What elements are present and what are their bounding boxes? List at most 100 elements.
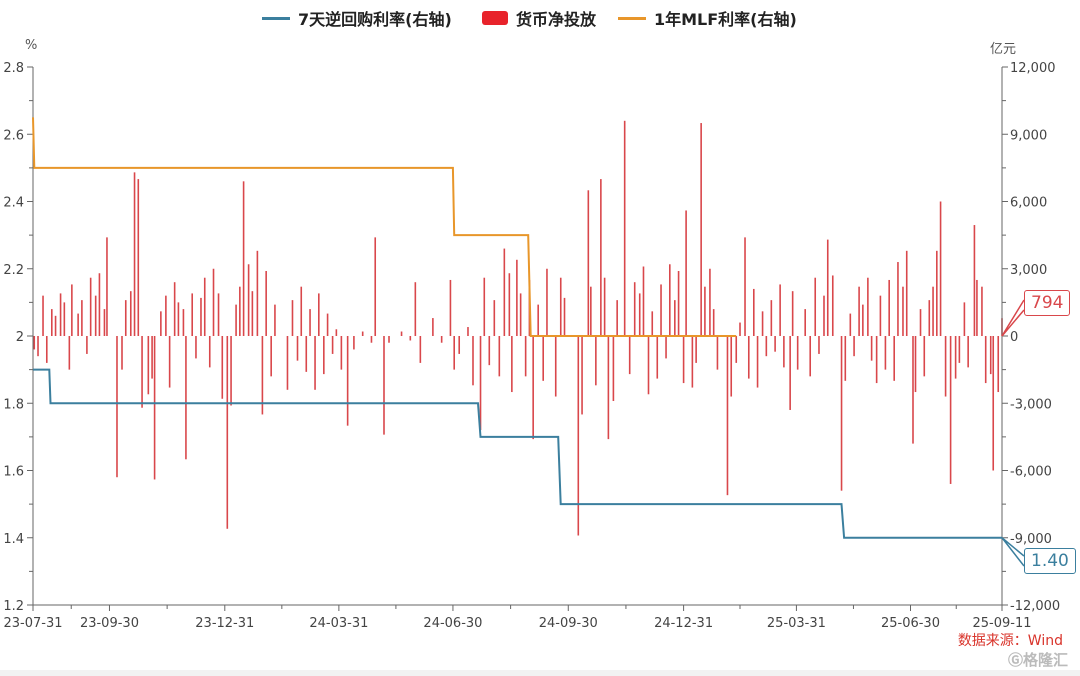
net-injection-bar	[587, 190, 590, 336]
net-injection-bar	[870, 336, 873, 361]
left-axis-unit: %	[25, 38, 38, 53]
x-axis-tick-label: 24-03-31	[309, 616, 368, 631]
net-injection-bar	[217, 293, 220, 336]
net-injection-bar	[726, 336, 729, 496]
net-injection-bar	[86, 336, 88, 354]
net-injection-bar	[818, 336, 820, 354]
net-injection-bar	[628, 336, 631, 375]
net-injection-bar	[203, 277, 206, 336]
net-injection-bar	[479, 336, 482, 431]
legend-item-mlf[interactable]: 1年MLF利率(右轴)	[618, 4, 797, 32]
legend-label-repo: 7天逆回购利率(右轴)	[298, 10, 452, 29]
right-axis-tick-label: -6,000	[1010, 465, 1052, 480]
net-injection-bar	[888, 279, 890, 336]
net-injection-bar	[709, 268, 711, 336]
last-net-callout: 794	[1024, 290, 1071, 316]
mlf-rate-line	[32, 117, 737, 337]
net-injection-bar	[954, 336, 957, 379]
net-injection-bar	[936, 250, 938, 336]
net-injection-bar	[739, 322, 741, 336]
net-injection-bar	[68, 336, 71, 370]
right-axis-tick-label: 6,000	[1010, 196, 1047, 211]
left-axis-tick-label: 1.6	[3, 465, 24, 480]
net-injection-bar	[997, 336, 1000, 393]
net-injection-bar	[669, 264, 671, 336]
net-injection-bar	[665, 336, 667, 359]
left-axis-tick-label: 1.4	[3, 532, 24, 547]
net-injection-bar	[879, 295, 882, 336]
net-injection-bar	[242, 181, 245, 336]
net-injection-bar	[419, 336, 422, 363]
net-injection-bar	[106, 237, 108, 336]
net-injection-bar	[141, 336, 143, 408]
bottom-band	[0, 670, 1080, 676]
net-injection-bar	[928, 300, 931, 336]
net-injection-bar	[600, 179, 602, 336]
net-injection-bar	[897, 262, 899, 336]
net-injection-bar	[902, 286, 904, 336]
net-injection-bar	[949, 336, 952, 484]
net-injection-bar	[581, 336, 583, 415]
net-injection-bar	[168, 336, 171, 388]
net-injection-bar	[182, 309, 185, 336]
net-injection-bar	[71, 284, 73, 336]
net-injection-bar	[939, 201, 942, 336]
left-axis-tick-label: 2.4	[3, 196, 24, 211]
left-axis-tick-label: 1.2	[3, 599, 24, 614]
net-injection-bar	[472, 336, 474, 386]
right-axis-tick-label: -3,000	[1010, 397, 1052, 412]
net-injection-bar	[318, 293, 320, 336]
net-injection-bar	[651, 311, 654, 336]
net-injection-bar	[712, 309, 715, 336]
net-injection-bar	[153, 336, 156, 480]
net-injection-bar	[116, 336, 118, 478]
net-injection-bar	[984, 336, 987, 384]
net-injection-bar	[616, 300, 618, 336]
net-injection-bar	[77, 313, 79, 336]
net-injection-bar	[314, 336, 316, 390]
net-injection-bar	[51, 309, 53, 336]
net-injection-bar	[235, 304, 237, 336]
net-injection-bar	[747, 336, 750, 379]
x-axis-tick-label: 24-09-30	[539, 616, 598, 631]
net-injection-bar	[914, 336, 917, 393]
net-injection-bar	[383, 336, 385, 435]
net-injection-bar	[200, 297, 202, 336]
right-axis-tick-label: 12,000	[1010, 61, 1056, 76]
x-axis-tick-label: 25-09-11	[972, 616, 1031, 631]
net-injection-bar	[923, 336, 926, 377]
legend: 7天逆回购利率(右轴) 货币净投放 1年MLF利率(右轴)	[0, 4, 1080, 32]
net-injection-bar	[858, 286, 860, 336]
legend-label-net: 货币净投放	[516, 10, 597, 29]
net-injection-bar	[853, 336, 855, 357]
data-source: 数据来源：Wind	[957, 633, 1063, 649]
watermark-logo: Ⓖ格隆汇	[1008, 652, 1068, 669]
net-injection-bar	[81, 300, 83, 336]
net-injection-bar	[274, 304, 276, 336]
net-injection-bar	[374, 237, 377, 336]
net-injection-bar	[524, 336, 527, 377]
legend-item-net[interactable]: 货币净投放	[482, 4, 596, 32]
net-injection-bar	[677, 270, 680, 336]
net-injection-bar	[230, 336, 232, 406]
net-injection-bar	[265, 270, 267, 336]
net-injection-bar	[516, 259, 518, 336]
net-injection-bar	[884, 336, 887, 370]
net-injection-bar	[409, 336, 412, 341]
net-injection-bar	[823, 295, 825, 336]
x-axis-tick-label: 24-12-31	[654, 616, 713, 631]
net-injection-bar	[98, 273, 101, 336]
net-injection-bar	[309, 309, 311, 336]
legend-item-repo[interactable]: 7天逆回购利率(右轴)	[262, 4, 452, 32]
net-injection-bar	[305, 336, 308, 372]
right-axis-tick-label: -9,000	[1010, 532, 1052, 547]
net-injection-bar	[173, 282, 176, 336]
net-injection-bar	[94, 295, 97, 336]
net-injection-bar	[744, 237, 746, 336]
net-injection-bar	[449, 279, 452, 336]
net-injection-bar	[151, 336, 153, 379]
net-injection-bar	[660, 284, 662, 336]
net-injection-bar	[270, 336, 272, 377]
right-axis-tick-label: 3,000	[1010, 263, 1047, 278]
net-injection-bar	[612, 336, 615, 402]
